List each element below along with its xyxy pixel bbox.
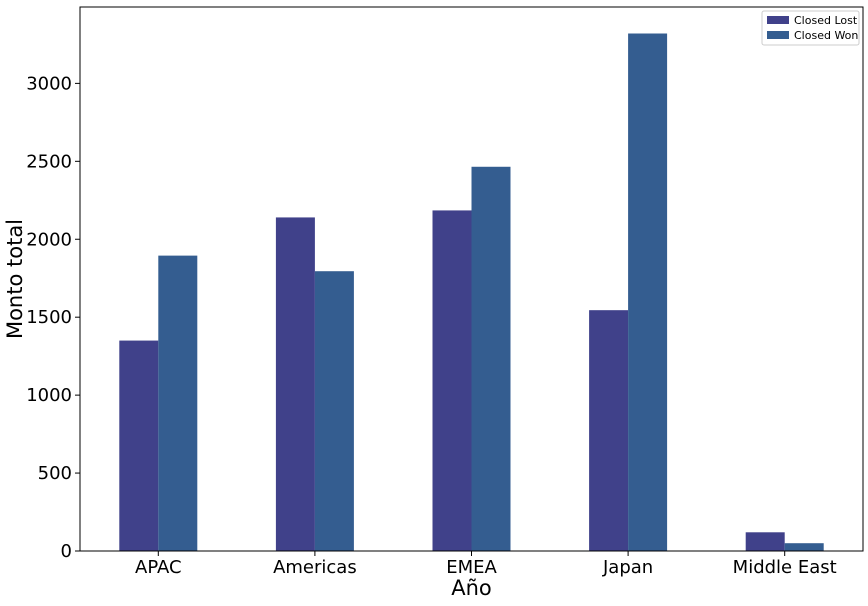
x-tick-label: APAC [135, 557, 182, 578]
bar-closed-won-apac [158, 255, 198, 552]
legend-label: Closed Won [794, 29, 858, 42]
legend-label: Closed Lost [794, 14, 858, 27]
bar-closed-lost-emea [432, 210, 472, 551]
y-tick-label: 1500 [26, 307, 72, 328]
y-axis-ticks: 0 500 1000 1500 2000 2500 3000 [26, 73, 80, 562]
y-tick-label: 500 [38, 463, 72, 484]
x-tick-label: Japan [602, 557, 653, 578]
legend-swatch [767, 31, 789, 39]
y-tick-label: 2500 [26, 151, 72, 172]
y-axis-title: Monto total [3, 219, 27, 339]
y-tick-label: 2000 [26, 229, 72, 250]
y-tick-label: 1000 [26, 385, 72, 406]
bars-group [119, 33, 824, 552]
x-tick-label: Americas [273, 557, 357, 578]
x-axis-ticks: APAC Americas EMEA Japan Middle East [135, 551, 837, 578]
y-tick-label: 0 [61, 541, 72, 562]
legend-swatch [767, 16, 789, 24]
y-tick-label: 3000 [26, 73, 72, 94]
plot-frame [79, 6, 864, 552]
bar-closed-won-emea [471, 166, 511, 552]
x-tick-label: Middle East [733, 557, 837, 578]
bar-closed-lost-apac [119, 340, 159, 551]
bar-closed-won-americas [314, 271, 354, 551]
bar-closed-lost-japan [589, 310, 629, 551]
bar-closed-lost-middle-east [745, 532, 785, 551]
bar-closed-won-japan [628, 33, 668, 552]
bar-closed-lost-americas [275, 217, 315, 551]
legend: Closed Lost Closed Won [761, 10, 860, 46]
x-axis-title: Año [451, 576, 492, 600]
bar-closed-won-middle-east [784, 543, 824, 551]
x-tick-label: EMEA [446, 557, 497, 578]
